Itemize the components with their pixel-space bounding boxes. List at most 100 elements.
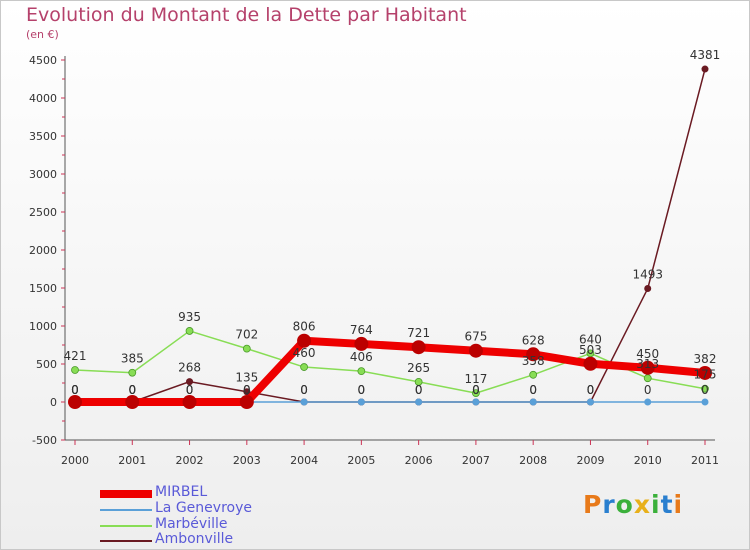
data-label-mirbel: 382 [694,352,717,366]
data-point-marbeville [300,363,308,371]
data-point-ambonville [243,388,251,396]
data-point-marbeville [128,368,137,377]
y-tick-label: 4500 [29,54,57,67]
data-point-la-genevroye [357,398,365,406]
data-label-mirbel: 764 [350,323,373,337]
series-line-marbeville [74,330,706,394]
data-point-mirbel [354,336,369,351]
x-tick-label: 2008 [519,454,547,467]
data-label-la-genevroye: 0 [644,383,652,397]
data-label-ambonville: 268 [178,361,201,375]
logo-letter: x [633,490,651,519]
legend-swatch-ambonville [100,540,152,542]
data-label-la-genevroye: 0 [128,383,136,397]
data-label-la-genevroye: 0 [243,383,251,397]
data-label-la-genevroye: 0 [701,383,709,397]
x-tick-label: 2011 [691,454,719,467]
data-point-la-genevroye [644,398,652,406]
data-label-marbeville: 935 [178,310,201,324]
y-tick-label: 0 [50,396,57,409]
data-label-marbeville: 460 [293,346,316,360]
x-tick-label: 2004 [290,454,318,467]
y-tick-label: 3000 [29,168,57,181]
data-label-la-genevroye: 0 [529,383,537,397]
data-point-marbeville [414,377,423,386]
data-label-mirbel: 721 [407,326,430,340]
series-line-mirbel [71,336,709,406]
data-point-marbeville [357,367,366,376]
data-point-la-genevroye [415,398,423,406]
data-point-marbeville [529,370,538,379]
data-label-mirbel: 0 [71,383,79,397]
x-tick-label: 2002 [176,454,204,467]
logo-letter: r [602,490,616,519]
proxiti-logo: Proxiti [583,490,683,519]
y-tick-label: 3500 [29,130,57,143]
data-label-marbeville: 385 [121,352,144,366]
data-point-ambonville [701,65,709,73]
data-point-mirbel [698,365,712,380]
data-point-mirbel [68,395,82,409]
data-label-marbeville: 640 [579,332,602,346]
data-label-ambonville: 4381 [690,48,721,62]
data-label-marbeville: 175 [694,368,717,382]
data-label-ambonville: 0 [71,383,79,397]
data-label-marbeville: 702 [235,328,258,342]
y-tick-label: 500 [36,358,57,371]
data-label-ambonville: 135 [235,371,258,385]
x-tick-label: 2007 [462,454,490,467]
x-tick-label: 2003 [233,454,261,467]
data-label-marbeville: 358 [522,354,545,368]
data-label-ambonville: 0 [128,383,136,397]
logo-letter: i [651,490,661,519]
x-tick-label: 2009 [576,454,604,467]
data-point-mirbel [583,356,598,371]
data-label-mirbel: 628 [522,333,545,347]
data-point-marbeville [643,374,652,383]
data-label-ambonville: 0 [358,383,366,397]
data-label-marbeville: 117 [464,372,487,386]
legend-label-marbeville: Marbéville [155,516,228,532]
logo-letter: t [660,490,674,519]
data-label-mirbel: 0 [128,383,136,397]
legend-label-la-genevroye: La Genevroye [155,500,252,516]
data-label-la-genevroye: 0 [415,383,423,397]
data-point-mirbel [182,395,197,409]
data-label-mirbel: 450 [636,347,659,361]
data-point-marbeville [185,327,194,335]
y-tick-label: -500 [32,434,57,447]
y-tick-label: 1500 [29,282,57,295]
data-point-marbeville [71,366,79,374]
data-label-mirbel: 503 [579,343,602,357]
data-point-marbeville [472,389,480,398]
data-label-marbeville: 265 [407,361,430,375]
data-label-la-genevroye: 0 [300,383,308,397]
data-point-marbeville [701,384,709,393]
data-point-mirbel [411,340,426,355]
data-label-marbeville: 313 [636,357,659,371]
data-label-marbeville: 406 [350,350,373,364]
data-point-mirbel [297,333,312,348]
data-point-mirbel [125,395,140,409]
legend-label-mirbel: MIRBEL [155,484,208,500]
data-label-mirbel: 806 [293,320,316,334]
data-point-mirbel [640,360,655,375]
data-label-la-genevroye: 0 [186,383,194,397]
logo-letter: P [583,490,603,519]
data-label-mirbel: 675 [464,330,487,344]
data-label-la-genevroye: 0 [71,383,79,397]
x-tick-label: 2006 [405,454,433,467]
series-line-ambonville [74,68,706,403]
data-point-la-genevroye [529,398,537,406]
data-point-mirbel [526,347,541,362]
data-label-ambonville: 0 [529,383,537,397]
data-point-mirbel [239,395,254,409]
data-point-ambonville [186,378,194,386]
data-point-la-genevroye [701,398,709,406]
legend-label-ambonville: Ambonville [155,531,234,547]
data-label-la-genevroye: 0 [587,383,595,397]
data-point-ambonville [644,285,652,293]
chart-subtitle: (en €) [26,28,59,41]
legend-swatch-marbeville [100,525,152,527]
